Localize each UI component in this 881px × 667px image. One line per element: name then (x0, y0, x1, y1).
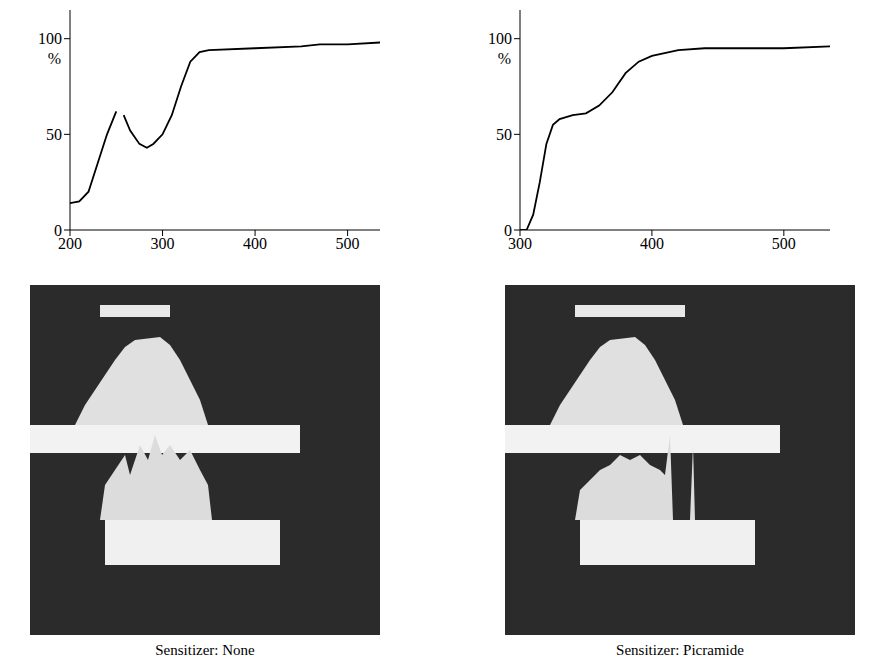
html-text:Sensitizer: None: Sensitizer: None (155, 642, 255, 658)
svg-text:0: 0 (504, 222, 512, 239)
svg-text:200: 200 (58, 235, 82, 253)
svg-text:100: 100 (38, 30, 62, 47)
svg-text:100: 100 (488, 30, 512, 47)
svg-text:50: 50 (46, 126, 62, 143)
svg-text:500: 500 (772, 235, 796, 252)
html-text:Sensitizer: Picramide: Sensitizer: Picramide (616, 642, 744, 658)
svg-text:0: 0 (54, 222, 62, 239)
svg-text:300: 300 (151, 235, 175, 252)
svg-text:400: 400 (243, 235, 267, 252)
svg-text:400: 400 (640, 235, 664, 252)
svg-text:50: 50 (496, 126, 512, 143)
svg-text:500: 500 (336, 235, 360, 252)
svg-text:300: 300 (508, 235, 532, 253)
